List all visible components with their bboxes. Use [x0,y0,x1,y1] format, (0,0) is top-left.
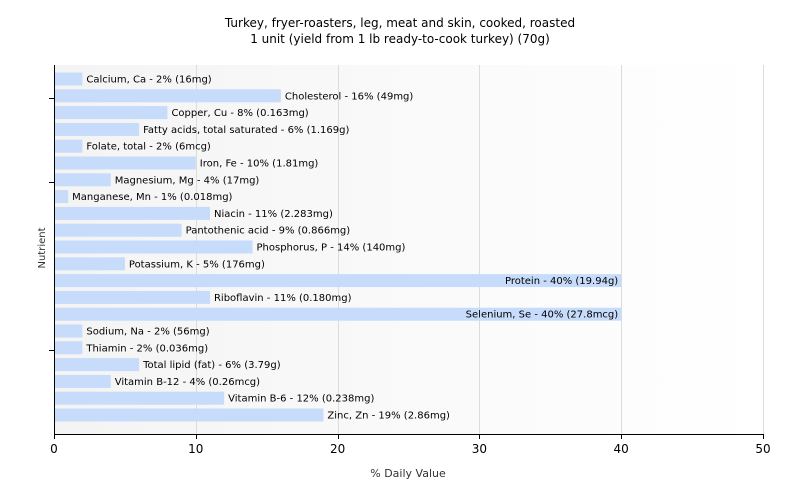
bar-label: Calcium, Ca - 2% (16mg) [86,75,211,86]
bar [55,290,210,304]
x-tick-label: 0 [50,442,58,456]
bar-label: Selenium, Se - 40% (27.8mcg) [466,310,619,321]
x-axis-label: % Daily Value [370,467,446,480]
bar [55,341,83,355]
bars-group [55,72,622,422]
bar [55,274,622,288]
bar-label: Total lipid (fat) - 6% (3.79g) [142,360,281,371]
bar [55,72,83,86]
bar [55,139,83,153]
bar-label: Manganese, Mn - 1% (0.018mg) [72,192,232,203]
bar [55,190,69,204]
x-tick-labels: 0 10 20 30 40 50 [50,442,770,456]
bar-label: Pantothenic acid - 9% (0.866mg) [186,226,351,237]
x-tick-label: 10 [188,442,203,456]
bar-label: Thiamin - 2% (0.036mg) [85,343,208,354]
bar [55,408,324,422]
bar-label: Iron, Fe - 10% (1.81mg) [200,159,319,170]
bar [55,307,622,321]
x-tick-label: 20 [330,442,345,456]
bar [55,106,168,120]
y-axis-label: Nutrient [37,227,48,268]
bar-label: Protein - 40% (19.94g) [505,276,618,287]
bar [55,206,210,220]
bar [55,122,140,136]
bar [55,240,253,254]
chart-title: Turkey, fryer-roasters, leg, meat and sk… [224,16,576,30]
bar-label: Phosphorus, P - 14% (140mg) [257,243,406,254]
bar [55,374,111,388]
bar-labels-group: Calcium, Ca - 2% (16mg) Cholesterol - 16%… [72,75,618,422]
bar [55,223,182,237]
chart-subtitle: 1 unit (yield from 1 lb ready-to-cook tu… [250,32,550,46]
x-tick-label: 50 [755,442,770,456]
x-tick-label: 40 [614,442,629,456]
bar [55,324,83,338]
bar-label: Zinc, Zn - 19% (2.86mg) [327,411,450,422]
bar [55,358,140,372]
bar-label: Sodium, Na - 2% (56mg) [86,327,209,338]
bar-label: Potassium, K - 5% (176mg) [129,259,265,270]
x-tick-label: 30 [472,442,487,456]
bar [55,89,281,103]
bar-label: Magnesium, Mg - 4% (17mg) [115,175,260,186]
bar-label: Vitamin B-12 - 4% (0.26mcg) [115,377,260,388]
bar-label: Niacin - 11% (2.283mg) [214,209,333,220]
bar [55,391,225,405]
bar [55,173,111,187]
bar-label: Riboflavin - 11% (0.180mg) [214,293,352,304]
bar [55,257,125,271]
bar-label: Vitamin B-6 - 12% (0.238mg) [228,394,374,405]
bar-label: Cholesterol - 16% (49mg) [285,91,414,102]
axes-group [49,65,764,439]
bar-label: Folate, total - 2% (6mcg) [86,142,211,153]
bar [55,156,196,170]
bar-label: Fatty acids, total saturated - 6% (1.169… [143,125,349,136]
grid-lines [196,65,764,434]
bar-label: Copper, Cu - 8% (0.163mg) [171,108,308,119]
